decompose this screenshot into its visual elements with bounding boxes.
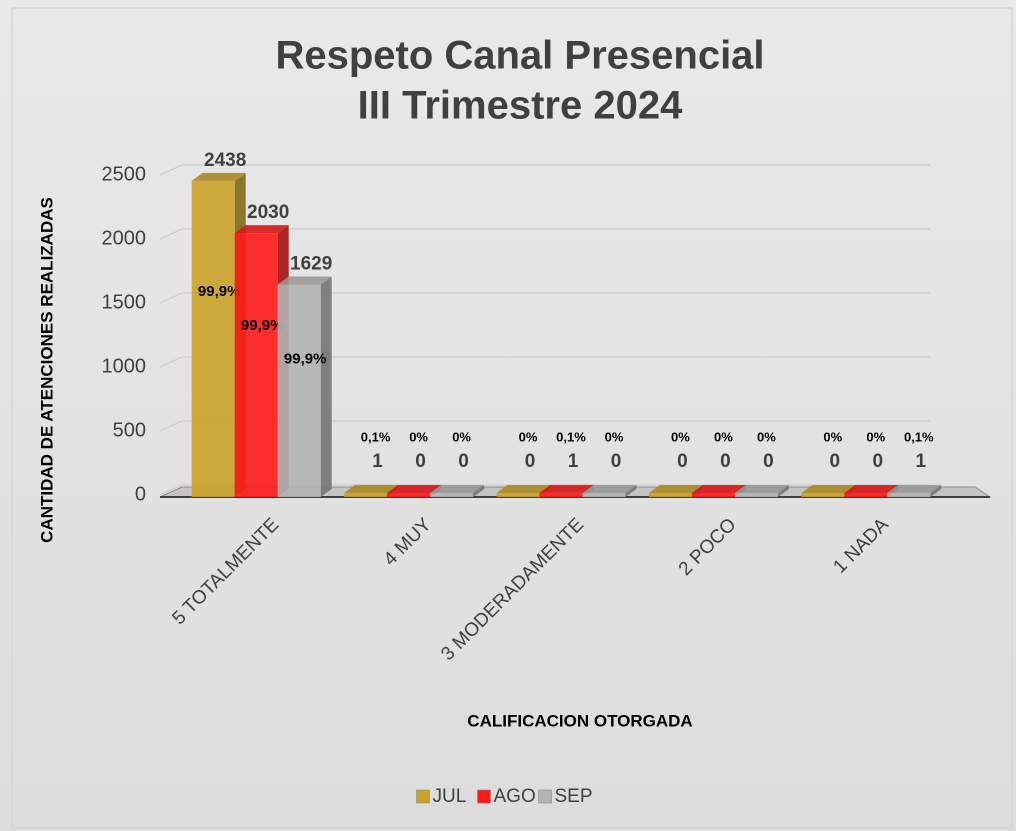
value-label: 0 (677, 451, 688, 472)
bar-front (387, 493, 431, 497)
percent-label: 0% (452, 429, 471, 444)
y-tick-label: 1500 (102, 291, 147, 313)
grid-line (159, 228, 930, 240)
legend-label: JUL (433, 786, 467, 807)
bar-top (844, 485, 899, 493)
value-label: 0 (415, 451, 426, 472)
bar-front (648, 493, 692, 497)
chart-title: III Trimestre 2024 (358, 84, 683, 128)
bar-side (930, 484, 942, 497)
legend-label: SEP (555, 786, 593, 807)
bar-front (691, 493, 735, 497)
bar-top (734, 485, 789, 493)
grid-line (159, 164, 930, 176)
bar (430, 485, 485, 497)
value-label: 0 (873, 451, 884, 472)
bar-top (496, 485, 551, 493)
percent-label: 0% (866, 429, 885, 444)
grid-line (159, 292, 930, 304)
value-label: 0 (830, 451, 841, 472)
percent-label: 0% (409, 429, 428, 444)
bar-front (887, 492, 931, 497)
bar-top (234, 225, 289, 234)
percent-label: 0,1% (556, 429, 586, 444)
percent-label: 0% (823, 429, 842, 444)
bar-top (277, 276, 332, 285)
y-tick-label: 2000 (102, 227, 147, 249)
chart-title: Respeto Canal Presencial (275, 34, 764, 78)
bar-front (582, 493, 626, 497)
bar-front (344, 492, 388, 497)
bar (734, 485, 789, 497)
bar-top (887, 484, 942, 493)
chart-border (11, 7, 1013, 829)
y-tick-label: 0 (135, 483, 146, 505)
percent-label: 0,1% (361, 429, 391, 444)
value-label: 1 (568, 451, 579, 472)
value-label: 1 (916, 451, 927, 472)
value-label: 0 (611, 451, 622, 472)
percent-label: 99,9% (241, 317, 284, 334)
value-label: 2438 (204, 150, 246, 171)
percent-label: 0% (519, 429, 538, 444)
bar-side (320, 276, 332, 497)
bar-side (473, 485, 485, 497)
bar-front (277, 284, 321, 497)
percent-label: 0% (757, 429, 776, 444)
bar-top (648, 485, 703, 493)
bar-front (734, 493, 778, 497)
value-label: 0 (458, 451, 469, 472)
bar-front (191, 180, 235, 497)
bar-top (691, 485, 746, 493)
bar-front (801, 493, 845, 497)
grid-line (159, 356, 930, 368)
bar-top (582, 485, 637, 493)
bar (582, 485, 637, 497)
legend-label: AGO (494, 786, 536, 807)
bar-top (539, 484, 594, 493)
value-label: 1629 (290, 254, 332, 275)
percent-label: 0% (714, 429, 733, 444)
bar-front (844, 493, 888, 497)
bar-side (625, 485, 637, 497)
y-tick-label: 2500 (102, 163, 147, 185)
value-label: 0 (763, 451, 774, 472)
bar-front (234, 233, 278, 497)
x-axis-title: CALIFICACION OTORGADA (467, 711, 692, 730)
bar-front (496, 493, 540, 497)
bar-top (801, 485, 856, 493)
y-axis-title: CANTIDAD DE ATENCIONES REALIZADAS (37, 197, 56, 543)
legend-swatch (477, 789, 491, 804)
bar (277, 276, 332, 497)
percent-label: 99,9% (284, 350, 327, 367)
grid-line (159, 420, 930, 432)
bar (887, 484, 942, 497)
y-tick-label: 500 (113, 419, 146, 441)
bar-top (387, 485, 442, 493)
percent-label: 0% (671, 429, 690, 444)
y-tick-label: 1000 (102, 355, 147, 377)
percent-label: 0% (605, 429, 624, 444)
legend-swatch (416, 789, 430, 804)
value-label: 2030 (247, 202, 289, 223)
percent-label: 99,9% (198, 283, 241, 300)
value-label: 1 (372, 451, 383, 472)
percent-label: 0,1% (904, 429, 934, 444)
bar-top (344, 484, 399, 493)
bar-top (430, 485, 485, 493)
bar-side (777, 485, 789, 497)
bar-top (191, 172, 246, 181)
bar-front (430, 493, 474, 497)
legend-swatch (538, 789, 552, 804)
value-label: 0 (525, 451, 536, 472)
value-label: 0 (720, 451, 731, 472)
bar-front (539, 492, 583, 497)
